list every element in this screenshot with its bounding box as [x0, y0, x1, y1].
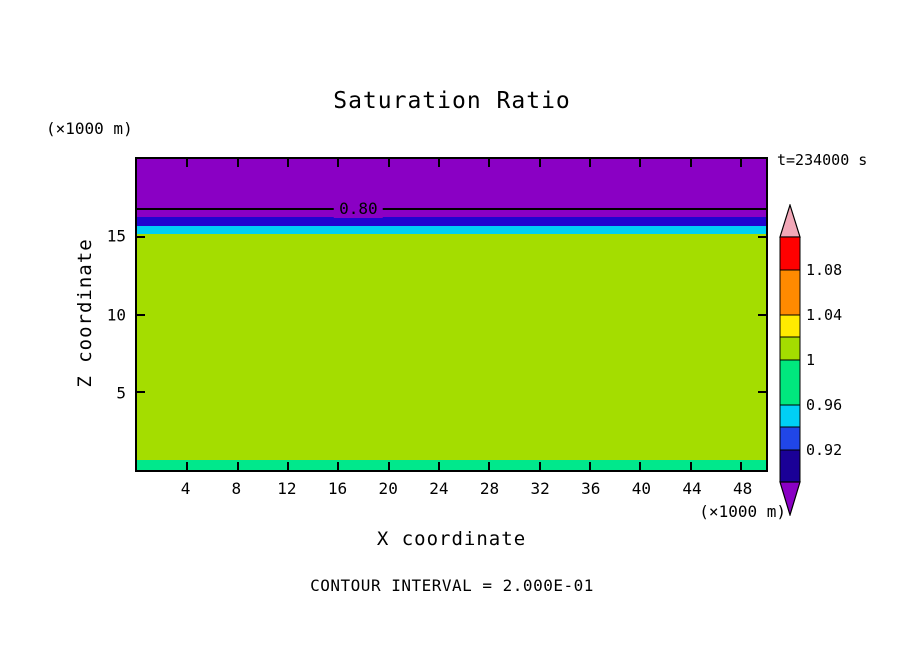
colorbar-svg — [779, 202, 801, 518]
z-tick-mark — [758, 235, 766, 238]
x-tick-label: 16 — [327, 479, 348, 498]
contour-line — [137, 207, 766, 210]
x-tick-mark — [488, 462, 491, 470]
x-tick-mark — [286, 159, 289, 167]
colorbar-arrow-top — [779, 202, 801, 238]
chart-title: Saturation Ratio — [333, 88, 571, 114]
contour-band-spring-green — [137, 459, 766, 470]
plot-area: 0.80 — [135, 157, 768, 472]
x-tick-label: 20 — [378, 479, 398, 498]
z-axis-title: Z coordinate — [74, 238, 96, 388]
z-tick-mark — [137, 313, 145, 316]
colorbar-segment-5 — [779, 404, 801, 428]
x-tick-mark — [689, 159, 692, 167]
x-tick-mark — [538, 159, 541, 167]
colorbar-label: 1.08 — [806, 261, 843, 279]
x-tick-mark — [337, 462, 340, 470]
x-tick-label: 24 — [429, 479, 449, 498]
x-tick-mark — [488, 159, 491, 167]
x-axis-title: X coordinate — [376, 528, 527, 550]
contour-band-purple-top — [137, 159, 766, 217]
x-tick-mark — [437, 159, 440, 167]
colorbar-segment-7 — [779, 449, 801, 483]
x-tick-mark — [739, 159, 742, 167]
colorbar — [779, 202, 801, 518]
x-tick-mark — [387, 462, 390, 470]
contour-line-label: 0.80 — [334, 199, 383, 218]
x-tick-label: 8 — [231, 479, 242, 498]
x-axis-unit-label: (×1000 m) — [699, 502, 786, 521]
z-axis-tick-labels: 5 10 15 — [0, 157, 126, 472]
z-tick-mark — [758, 391, 766, 394]
x-tick-mark — [739, 462, 742, 470]
x-tick-mark — [689, 462, 692, 470]
colorbar-segment-4 — [779, 359, 801, 406]
colorbar-label: 0.92 — [806, 441, 843, 459]
x-tick-mark — [236, 159, 239, 167]
x-tick-mark — [286, 462, 289, 470]
z-tick-label: 5 — [116, 383, 126, 403]
x-tick-mark — [639, 462, 642, 470]
colorbar-label: 1.04 — [806, 306, 843, 324]
z-tick-label: 10 — [106, 305, 126, 324]
z-tick-label: 15 — [106, 226, 126, 246]
x-tick-label: 28 — [479, 479, 500, 498]
y-axis-unit-label: (×1000 m) — [46, 119, 133, 138]
x-tick-mark — [588, 462, 591, 470]
x-tick-label: 48 — [733, 479, 753, 498]
colorbar-label: 0.96 — [806, 396, 843, 414]
time-annotation: t=234000 s — [777, 151, 868, 169]
colorbar-segment-3 — [779, 336, 801, 361]
x-tick-mark — [387, 159, 390, 167]
x-tick-mark — [337, 159, 340, 167]
x-tick-mark — [437, 462, 440, 470]
z-tick-mark — [137, 235, 145, 238]
x-tick-label: 4 — [180, 479, 191, 498]
contour-band-cyan — [137, 225, 766, 234]
x-tick-label: 32 — [530, 479, 550, 498]
x-tick-label: 44 — [682, 479, 702, 498]
contour-band-green-yellow — [137, 233, 766, 460]
contour-interval-caption: CONTOUR INTERVAL = 2.000E-01 — [310, 576, 594, 595]
x-tick-mark — [588, 159, 591, 167]
x-tick-label: 12 — [277, 479, 297, 498]
x-tick-mark — [186, 159, 189, 167]
colorbar-segment-6 — [779, 426, 801, 451]
z-tick-mark — [758, 313, 766, 316]
z-tick-mark — [137, 391, 145, 394]
contour-band-blue — [137, 216, 766, 226]
x-tick-mark — [538, 462, 541, 470]
colorbar-segment-0 — [779, 236, 801, 271]
x-tick-mark — [186, 462, 189, 470]
colorbar-labels: 1.08 1.04 1 0.96 0.92 — [806, 204, 866, 516]
x-tick-mark — [639, 159, 642, 167]
colorbar-label: 1 — [806, 351, 816, 369]
colorbar-arrow-bottom — [779, 481, 801, 518]
x-tick-mark — [236, 462, 239, 470]
x-tick-label: 40 — [631, 479, 652, 498]
colorbar-segment-1 — [779, 269, 801, 316]
x-tick-label: 36 — [581, 479, 601, 498]
x-axis-tick-labels: 4 8 12 16 20 24 28 32 36 40 44 48 — [135, 479, 768, 499]
colorbar-segment-2 — [779, 314, 801, 338]
